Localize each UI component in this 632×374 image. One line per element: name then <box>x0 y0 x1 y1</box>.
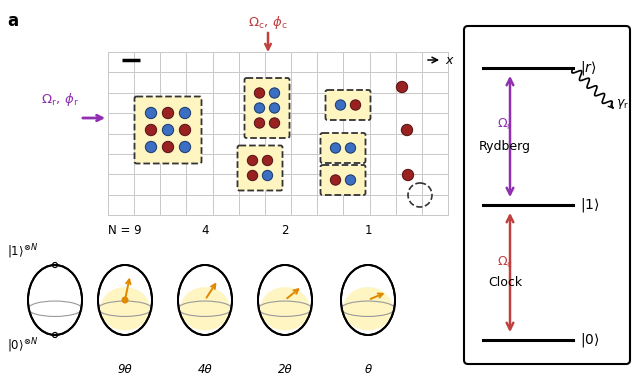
Ellipse shape <box>100 287 150 331</box>
Circle shape <box>401 125 413 135</box>
Text: 4θ: 4θ <box>198 363 212 374</box>
Text: N = 9: N = 9 <box>108 224 142 237</box>
Ellipse shape <box>180 287 230 331</box>
Circle shape <box>262 171 272 181</box>
Circle shape <box>145 125 157 135</box>
Circle shape <box>162 107 174 119</box>
Text: 4: 4 <box>201 224 209 237</box>
Text: $|0\rangle^{\otimes N}$: $|0\rangle^{\otimes N}$ <box>7 337 38 355</box>
Text: θ: θ <box>365 363 372 374</box>
Circle shape <box>269 103 279 113</box>
Circle shape <box>122 297 128 303</box>
Circle shape <box>162 125 174 135</box>
FancyBboxPatch shape <box>245 78 289 138</box>
Circle shape <box>179 107 190 119</box>
Circle shape <box>331 143 341 153</box>
Ellipse shape <box>260 287 310 331</box>
Text: Rydberg: Rydberg <box>479 140 531 153</box>
Circle shape <box>179 141 190 153</box>
Text: $|r\rangle$: $|r\rangle$ <box>580 59 597 77</box>
Text: $x$: $x$ <box>445 53 455 67</box>
Ellipse shape <box>343 287 393 331</box>
Text: 9θ: 9θ <box>118 363 132 374</box>
Text: 2θ: 2θ <box>277 363 293 374</box>
Circle shape <box>396 82 408 92</box>
Circle shape <box>255 103 265 113</box>
Circle shape <box>162 141 174 153</box>
Text: $\Omega_\mathrm{c},\,\phi_\mathrm{c}$: $\Omega_\mathrm{c},\,\phi_\mathrm{c}$ <box>248 14 288 31</box>
Text: $\gamma_\mathrm{r}$: $\gamma_\mathrm{r}$ <box>616 97 629 111</box>
FancyBboxPatch shape <box>238 145 283 190</box>
Circle shape <box>331 175 341 185</box>
FancyBboxPatch shape <box>320 165 365 195</box>
FancyBboxPatch shape <box>325 90 370 120</box>
Text: 1: 1 <box>364 224 372 237</box>
Circle shape <box>403 169 413 181</box>
Text: $\Omega_\mathrm{r},\,\phi_\mathrm{r}$: $\Omega_\mathrm{r},\,\phi_\mathrm{r}$ <box>41 91 79 108</box>
Text: $|1\rangle^{\otimes N}$: $|1\rangle^{\otimes N}$ <box>7 243 38 261</box>
Circle shape <box>255 118 265 128</box>
Text: $|1\rangle$: $|1\rangle$ <box>580 196 600 214</box>
Circle shape <box>346 175 355 185</box>
Text: $|0\rangle$: $|0\rangle$ <box>580 331 600 349</box>
FancyBboxPatch shape <box>464 26 630 364</box>
Circle shape <box>179 125 190 135</box>
FancyBboxPatch shape <box>320 133 365 163</box>
Circle shape <box>351 100 360 110</box>
Circle shape <box>248 171 257 181</box>
Circle shape <box>145 141 157 153</box>
Circle shape <box>269 118 279 128</box>
Circle shape <box>248 156 257 166</box>
Circle shape <box>269 88 279 98</box>
Circle shape <box>346 143 355 153</box>
Text: $\Omega_\mathrm{c}$: $\Omega_\mathrm{c}$ <box>497 255 513 270</box>
Circle shape <box>336 100 346 110</box>
FancyBboxPatch shape <box>135 96 202 163</box>
Circle shape <box>255 88 265 98</box>
Text: $\Omega_\mathrm{r}$: $\Omega_\mathrm{r}$ <box>497 117 513 132</box>
Circle shape <box>145 107 157 119</box>
Text: Clock: Clock <box>488 276 522 289</box>
Circle shape <box>262 156 272 166</box>
Text: a: a <box>7 12 18 30</box>
Text: 2: 2 <box>281 224 289 237</box>
